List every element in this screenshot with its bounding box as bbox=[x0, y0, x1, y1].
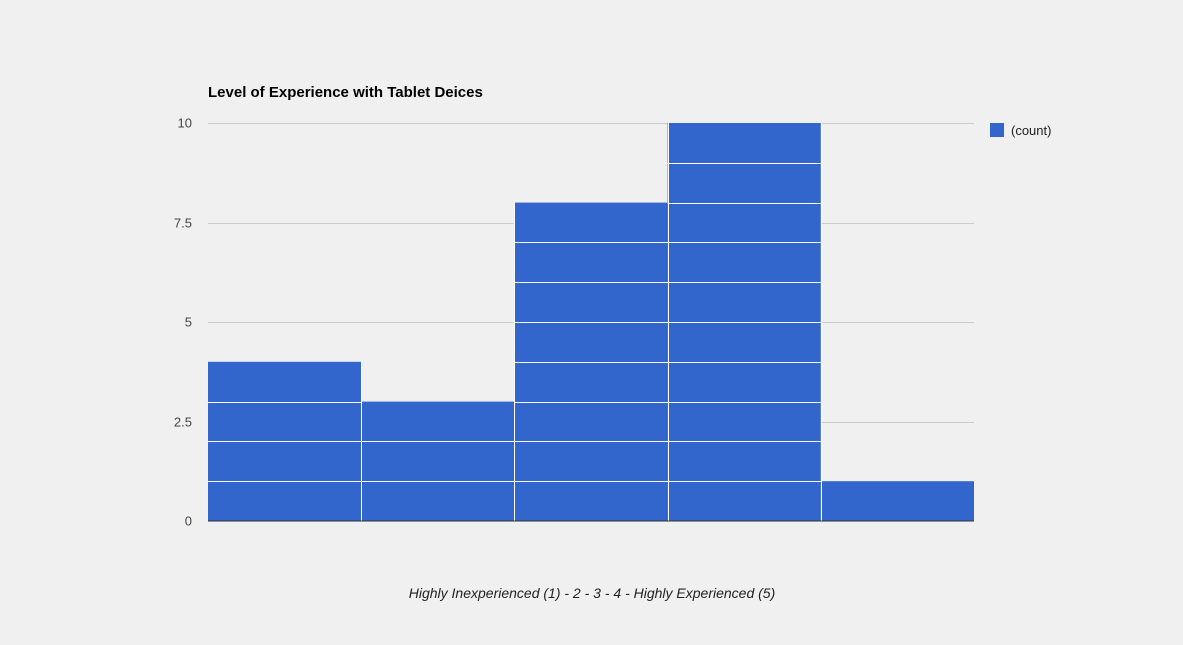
legend-label-count: (count) bbox=[1011, 123, 1051, 138]
y-tick-label: 0 bbox=[185, 514, 192, 529]
bar-5[interactable] bbox=[820, 481, 974, 521]
y-tick-label: 7.5 bbox=[174, 216, 192, 231]
chart-title: Level of Experience with Tablet Deices bbox=[208, 84, 483, 101]
y-tick-label: 2.5 bbox=[174, 415, 192, 430]
y-tick-label: 5 bbox=[185, 315, 192, 330]
x-axis-title: Highly Inexperienced (1) - 2 - 3 - 4 - H… bbox=[409, 585, 776, 601]
bar-2[interactable] bbox=[361, 401, 515, 521]
bar-3[interactable] bbox=[514, 202, 668, 521]
bar-unit-separators bbox=[208, 123, 822, 521]
y-axis-tick-labels: 0 2.5 5 7.5 10 bbox=[174, 116, 192, 529]
legend-swatch-count bbox=[990, 123, 1004, 137]
legend[interactable]: (count) bbox=[990, 123, 1051, 138]
y-tick-label: 10 bbox=[178, 116, 192, 131]
